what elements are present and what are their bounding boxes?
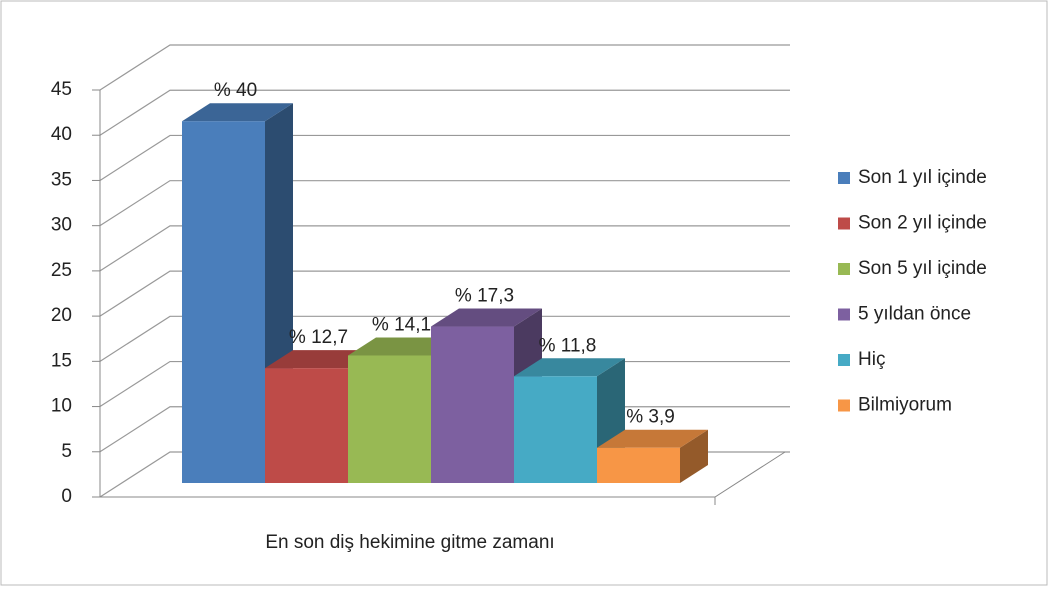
grid-line <box>99 180 790 227</box>
grid-line <box>99 89 790 136</box>
legend-swatch <box>838 263 850 275</box>
legend-swatch <box>838 172 850 184</box>
legend-swatch <box>838 399 850 412</box>
legend-label: Bilmiyorum <box>858 395 952 416</box>
legend-swatch <box>838 354 850 366</box>
y-tick-label: 5 <box>61 441 72 462</box>
y-tick-label: 35 <box>51 169 72 190</box>
bar <box>348 355 431 483</box>
grid-line <box>99 134 790 181</box>
bar <box>514 376 597 483</box>
bar <box>431 326 514 483</box>
y-tick-label: 15 <box>51 350 72 371</box>
bar <box>182 121 265 483</box>
grid-line <box>99 44 790 91</box>
bar-top <box>597 429 708 448</box>
grid-line <box>99 270 790 317</box>
legend-label: Son 1 yıl içinde <box>858 167 987 188</box>
x-tick-label: En son diş hekimine gitme zamanı <box>265 532 554 553</box>
bar-side <box>680 429 708 483</box>
y-tick-label: 10 <box>51 396 72 417</box>
legend-label: Son 5 yıl içinde <box>858 258 987 279</box>
bar-top <box>182 103 293 122</box>
legend-label: Son 2 yıl içinde <box>858 213 987 234</box>
y-tick-label: 45 <box>51 79 72 100</box>
data-label: % 40 <box>214 80 257 101</box>
data-label: % 3,9 <box>626 407 675 428</box>
data-label: % 12,7 <box>289 327 348 348</box>
bar <box>265 368 348 483</box>
grid-line <box>99 225 790 272</box>
data-label: % 17,3 <box>455 286 514 307</box>
legend-swatch <box>838 217 850 230</box>
legend-label: 5 yıldan önce <box>858 304 971 325</box>
bar-top <box>431 308 542 327</box>
y-tick-label: 0 <box>61 486 72 507</box>
data-label: % 11,8 <box>539 335 597 356</box>
grid-line <box>99 315 790 362</box>
y-tick-label: 30 <box>51 215 72 236</box>
data-label: % 14,1 <box>372 314 431 335</box>
legend-swatch <box>838 308 850 321</box>
legend-label: Hiç <box>858 349 885 370</box>
bar-top <box>514 358 625 377</box>
y-tick-label: 25 <box>51 260 72 281</box>
y-tick-label: 20 <box>51 305 72 326</box>
bar <box>597 447 680 483</box>
y-tick-label: 40 <box>51 124 72 145</box>
